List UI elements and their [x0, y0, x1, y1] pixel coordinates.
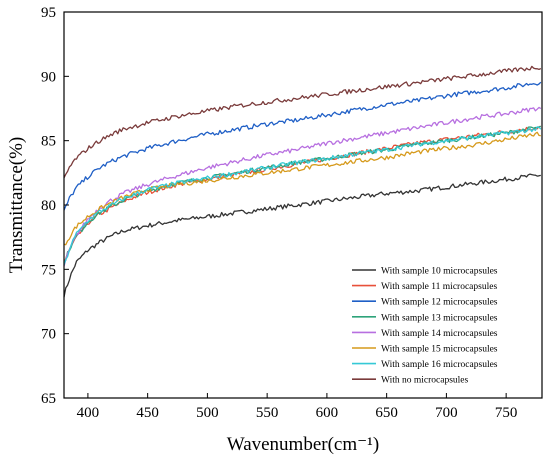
x-axis-title: Wavenumber(cm⁻¹) — [227, 434, 379, 455]
legend-label: With no microcapsules — [381, 376, 469, 386]
series-line-8 — [63, 65, 542, 179]
legend-label: With sample 11 microcapsules — [381, 282, 497, 292]
y-tick-label: 80 — [41, 198, 56, 214]
y-axis-title: Transmittance(%) — [6, 137, 27, 274]
ticks-layer: 400 450 500 550 600 650 700 750 65 70 75 80 85 90 95 — [41, 5, 517, 421]
legend-label: With sample 16 microcapsules — [381, 360, 498, 370]
x-tick-label: 400 — [77, 405, 100, 421]
legend: With sample 10 microcapsules With sample … — [352, 267, 498, 386]
series-line-7 — [63, 126, 542, 266]
x-tick-label: 450 — [136, 405, 159, 421]
plot-frame — [63, 11, 543, 399]
x-tick-label: 600 — [316, 405, 339, 421]
y-tick-label: 70 — [41, 327, 56, 343]
y-tick-label: 75 — [41, 262, 56, 278]
series-line-6 — [63, 131, 541, 246]
legend-label: With sample 12 microcapsules — [381, 298, 498, 308]
y-tick-label: 95 — [41, 5, 56, 21]
legend-label: With sample 14 microcapsules — [381, 329, 498, 339]
y-tick-label: 85 — [41, 134, 56, 150]
series-line-5 — [63, 106, 542, 267]
legend-label: With sample 13 microcapsules — [381, 313, 498, 323]
x-tick-label: 650 — [375, 405, 398, 421]
series-line-3 — [63, 81, 542, 211]
y-tick-label: 90 — [41, 69, 56, 85]
series-line-1 — [63, 173, 541, 298]
x-tick-label: 750 — [495, 405, 518, 421]
y-tick-label: 65 — [41, 391, 56, 407]
series-layer — [63, 65, 542, 298]
x-tick-label: 500 — [196, 405, 219, 421]
x-tick-label: 700 — [435, 405, 458, 421]
legend-label: With sample 15 microcapsules — [381, 345, 498, 355]
legend-label: With sample 10 microcapsules — [381, 267, 498, 277]
x-tick-label: 550 — [256, 405, 279, 421]
